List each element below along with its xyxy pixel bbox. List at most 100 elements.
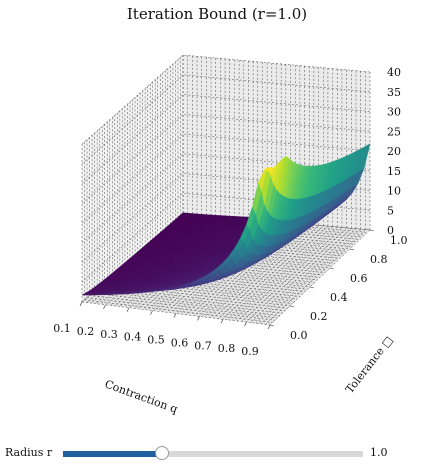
grid-line: [142, 218, 244, 310]
radius-slider-label: Radius r: [5, 446, 53, 459]
surface-facet: [263, 167, 274, 172]
y-tick-label: 0.0: [290, 329, 308, 342]
x-tick-mark: [197, 316, 200, 321]
z-tick-label: 30: [387, 106, 401, 119]
grid-line: [128, 217, 230, 308]
grid-line: [260, 228, 361, 325]
x-tick-label: 0.7: [194, 339, 212, 352]
grid-line: [109, 277, 298, 300]
grid-line: [92, 292, 281, 316]
z-tick-label: 35: [387, 86, 401, 99]
x-tick-label: 0.4: [124, 331, 142, 344]
grid-line: [127, 261, 316, 283]
grid-line: [208, 224, 310, 318]
x-tick-label: 0.8: [218, 342, 236, 355]
grid-line: [227, 226, 329, 320]
grid-line: [117, 270, 306, 292]
y-tick-mark: [349, 248, 355, 251]
grid-line: [160, 232, 348, 252]
grid-line: [152, 219, 254, 311]
grid-line: [147, 243, 336, 264]
grid-line: [145, 246, 333, 266]
grid-line: [112, 275, 301, 297]
grid-line: [81, 153, 371, 243]
x-tick-label: 0.1: [53, 322, 71, 335]
x-tick-mark: [267, 324, 271, 330]
grid-line: [81, 94, 371, 184]
z-tick-label: 40: [387, 66, 401, 79]
y-tick-label: 0.2: [310, 310, 328, 323]
y-tick-mark: [269, 324, 275, 327]
x-tick-label: 0.5: [147, 334, 165, 347]
y-tick-mark: [369, 229, 375, 232]
grid-line: [81, 114, 371, 204]
y-tick-label: 0.6: [350, 272, 368, 285]
grid-line: [138, 217, 240, 310]
grid-line: [157, 235, 346, 254]
grid-line: [232, 226, 333, 321]
grid-line: [132, 257, 321, 278]
radius-slider-fill: [63, 451, 162, 457]
grid-line: [81, 173, 371, 263]
grid-line: [119, 268, 308, 290]
grid-line: [87, 297, 276, 321]
x-tick-label: 0.3: [100, 328, 118, 341]
y-tick-label: 1.0: [390, 234, 408, 247]
grid-line: [150, 241, 338, 262]
grid-line: [104, 281, 293, 304]
z-tick-label: 5: [387, 204, 394, 217]
x-tick-label: 0.9: [241, 345, 259, 358]
grid-line: [81, 133, 371, 224]
x-tick-mark: [150, 310, 153, 315]
grid-line: [265, 229, 366, 325]
grid-line: [165, 228, 353, 247]
grid-line: [213, 224, 315, 319]
grid-line: [81, 74, 371, 164]
grid-line: [140, 250, 328, 271]
grid-line: [99, 286, 288, 309]
grid-line: [157, 219, 258, 312]
x-tick-mark: [103, 304, 106, 310]
x-tick-label: 0.6: [171, 336, 189, 349]
grid-line: [81, 301, 271, 326]
x-tick-label: 0.2: [77, 325, 95, 338]
radius-slider-handle[interactable]: [155, 446, 169, 460]
grid-line: [162, 230, 351, 250]
grid-line: [255, 228, 357, 324]
z-tick-label: 25: [387, 125, 401, 138]
grid-line: [129, 259, 318, 281]
x-tick-mark: [173, 313, 177, 318]
grid-line: [81, 54, 371, 145]
y-tick-label: 0.4: [330, 291, 348, 304]
y-tick-mark: [289, 305, 295, 308]
x-tick-mark: [244, 321, 247, 327]
grid-line: [147, 218, 249, 311]
grid-line: [122, 266, 311, 288]
grid-line: [155, 237, 343, 257]
radius-slider-value: 1.0: [370, 446, 388, 459]
x-tick-mark: [220, 319, 224, 324]
grid-line: [204, 223, 305, 318]
surface-chart: 0.1 0.2 0.3 0.4 0.5 0.6 0.7 0.8 0.90.00.20.40.60…: [53, 54, 408, 416]
z-tick-label: 10: [387, 185, 401, 198]
grid-line: [167, 226, 356, 245]
x-tick-mark: [79, 301, 83, 307]
grid-line: [137, 252, 326, 273]
radius-slider[interactable]: [63, 446, 363, 460]
grid-line: [89, 295, 278, 319]
grid-line: [124, 263, 313, 285]
x-tick-mark: [126, 307, 130, 312]
grid-line: [135, 255, 323, 276]
grid-line: [142, 248, 331, 269]
tick-labels: 0.1 0.2 0.3 0.4 0.5 0.6 0.7 0.8 0.90.00.20.40.60…: [53, 66, 407, 358]
y-tick-mark: [309, 286, 315, 289]
y-tick-label: 0.8: [370, 253, 388, 266]
y-tick-mark: [329, 267, 335, 270]
x-axis-label: Contraction q: [103, 377, 180, 415]
grid-line: [107, 279, 296, 302]
grid-line: [97, 288, 286, 311]
z-tick-label: 20: [387, 145, 401, 158]
grid-line: [236, 226, 338, 322]
grid-line: [152, 239, 341, 259]
z-tick-label: 0: [387, 224, 394, 237]
